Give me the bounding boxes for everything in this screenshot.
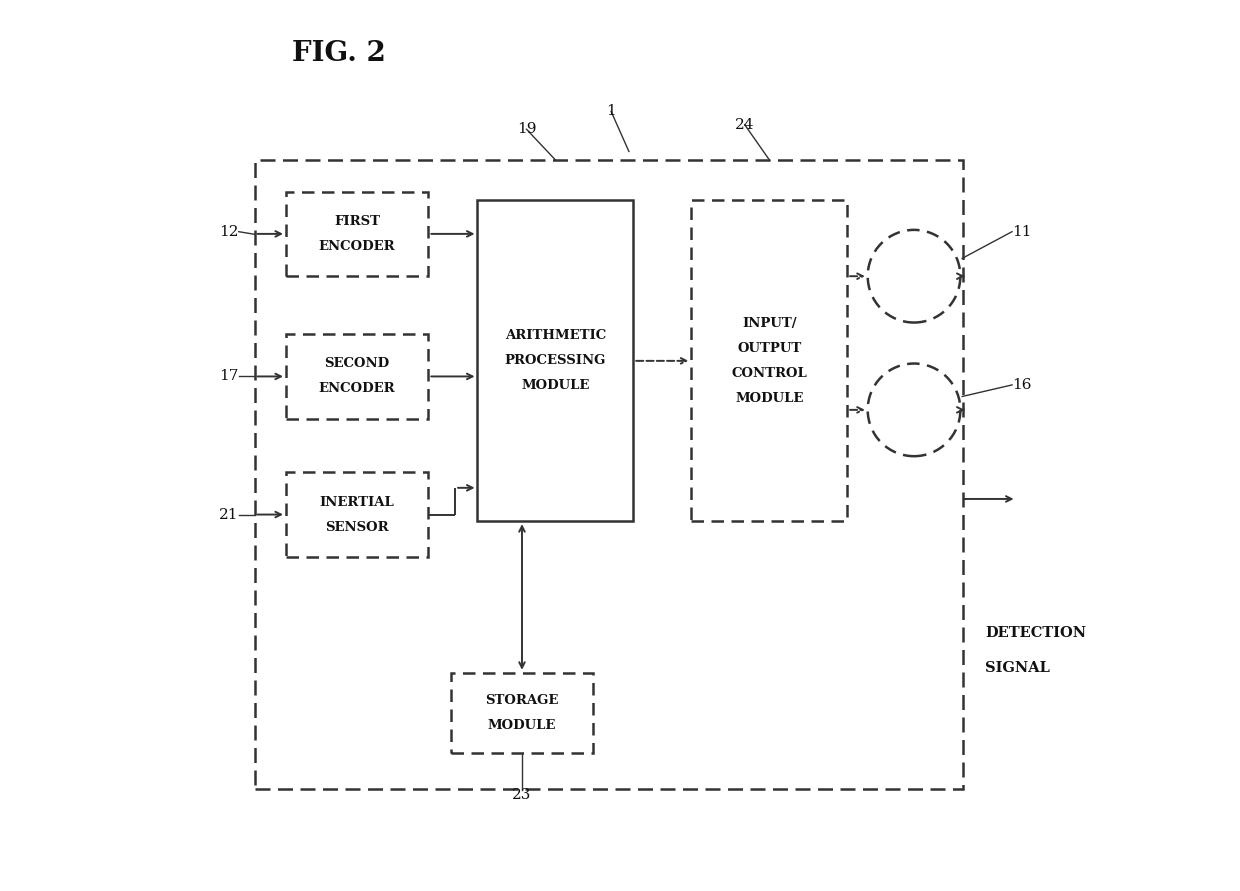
Text: OUTPUT: OUTPUT [737,342,801,355]
Text: SIGNAL: SIGNAL [986,661,1050,675]
Text: 12: 12 [219,225,238,239]
Text: ENCODER: ENCODER [319,240,396,253]
Text: SENSOR: SENSOR [325,520,389,534]
Circle shape [868,230,960,323]
Bar [286,472,429,557]
Text: STORAGE: STORAGE [485,694,559,707]
Text: MODULE: MODULE [487,719,557,732]
Bar [286,334,429,419]
Text: 16: 16 [1012,378,1032,392]
Text: INERTIAL: INERTIAL [320,495,394,509]
Text: MODULE: MODULE [735,392,804,405]
Text: 23: 23 [512,788,532,802]
Text: INPUT/: INPUT/ [742,317,796,330]
Text: DETECTION: DETECTION [986,625,1086,640]
Text: PROCESSING: PROCESSING [505,355,606,367]
Text: FIRST: FIRST [334,215,381,228]
Text: 11: 11 [1012,225,1032,239]
Text: ARITHMETIC: ARITHMETIC [505,330,606,342]
Bar [477,200,634,521]
Bar [450,673,593,753]
Bar [254,160,963,789]
Text: CONTROL: CONTROL [732,367,807,380]
Text: 21: 21 [219,508,238,522]
Text: 17: 17 [219,369,238,383]
Text: ENCODER: ENCODER [319,382,396,396]
Text: MODULE: MODULE [521,380,589,392]
Bar [286,192,429,276]
Text: 19: 19 [517,122,536,136]
Text: 24: 24 [735,118,754,132]
Bar [691,200,847,521]
Text: SECOND: SECOND [325,357,389,371]
Circle shape [868,364,960,456]
Text: 1: 1 [606,104,616,119]
Text: FIG. 2: FIG. 2 [293,40,387,67]
